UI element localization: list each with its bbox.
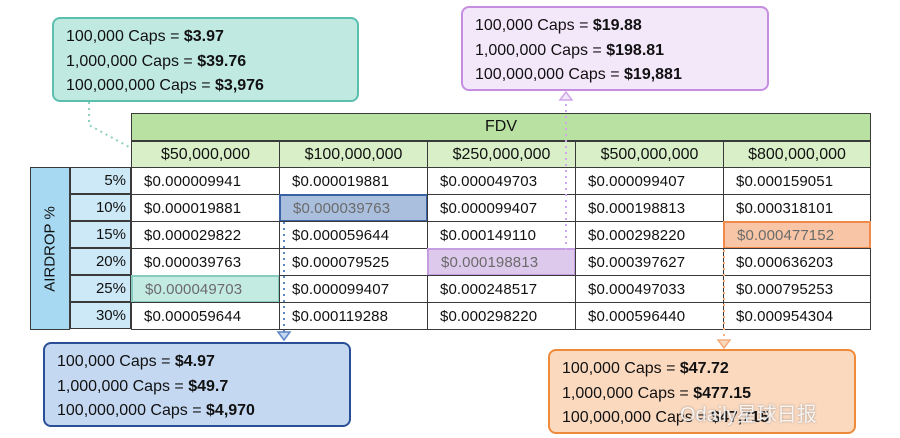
- callout-teal: 100,000 Caps = $3.97 1,000,000 Caps = $3…: [52, 17, 359, 102]
- price-cell: $0.000397627: [575, 248, 724, 276]
- row-header: 20%: [70, 248, 131, 275]
- column-header: $500,000,000: [575, 141, 724, 168]
- callout-orange: 100,000 Caps = $47.72 1,000,000 Caps = $…: [548, 349, 856, 434]
- price-cell: $0.000795253: [723, 275, 871, 303]
- callout-line: 1,000,000 Caps = $477.15: [562, 384, 752, 402]
- price-cell: $0.000497033: [575, 275, 724, 303]
- callout-line: 100,000 Caps = $47.72: [562, 360, 729, 377]
- callout-line: 1,000,000 Caps = $39.76: [66, 52, 247, 70]
- price-cell: $0.000079525: [279, 248, 428, 276]
- price-cell: $0.000149110: [427, 221, 576, 249]
- price-cell: $0.000099407: [279, 275, 428, 303]
- callout-purple: 100,000 Caps = $19.88 1,000,000 Caps = $…: [461, 6, 769, 91]
- highlighted-price-cell: $0.000198813: [427, 248, 576, 276]
- price-cell: $0.000059644: [131, 302, 280, 330]
- callout-line: 100,000,000 Caps = $3,976: [66, 77, 264, 94]
- callout-line: 100,000 Caps = $19.88: [475, 17, 642, 34]
- row-header: 5%: [70, 167, 131, 194]
- price-cell: $0.000119288: [279, 302, 428, 330]
- fdv-header: FDV: [131, 113, 871, 141]
- column-header: $800,000,000: [723, 141, 871, 168]
- row-header: 15%: [70, 221, 131, 248]
- price-cell: $0.000019881: [131, 194, 280, 222]
- callout-line: 100,000,000 Caps = $47,715: [562, 409, 769, 426]
- row-header: 30%: [70, 302, 131, 329]
- callout-line: 1,000,000 Caps = $198.81: [475, 41, 665, 59]
- callout-line: 100,000 Caps = $3.97: [66, 28, 224, 45]
- row-header: 25%: [70, 275, 131, 302]
- price-cell: $0.000009941: [131, 167, 280, 195]
- callout-line: 100,000,000 Caps = $4,970: [57, 402, 255, 419]
- callout-line: 100,000 Caps = $4.97: [57, 353, 215, 370]
- callout-blue: 100,000 Caps = $4.97 1,000,000 Caps = $4…: [43, 342, 351, 427]
- price-cell: $0.000298220: [575, 221, 724, 249]
- callout-line: 100,000,000 Caps = $19,881: [475, 66, 682, 83]
- price-cell: $0.000248517: [427, 275, 576, 303]
- row-header: 10%: [70, 194, 131, 221]
- watermark: Odaily星球日报: [680, 404, 817, 426]
- price-cell: $0.000049703: [427, 167, 576, 195]
- price-cell: $0.000059644: [279, 221, 428, 249]
- airdrop-header: AIRDROP %: [30, 167, 70, 330]
- price-cell: $0.000954304: [723, 302, 871, 330]
- price-cell: $0.000318101: [723, 194, 871, 222]
- price-cell: $0.000159051: [723, 167, 871, 195]
- price-cell: $0.000298220: [427, 302, 576, 330]
- column-header: $100,000,000: [279, 141, 428, 168]
- price-cell: $0.000029822: [131, 221, 280, 249]
- highlighted-price-cell: $0.000049703: [131, 275, 280, 303]
- callout-line: 1,000,000 Caps = $49.7: [57, 377, 229, 395]
